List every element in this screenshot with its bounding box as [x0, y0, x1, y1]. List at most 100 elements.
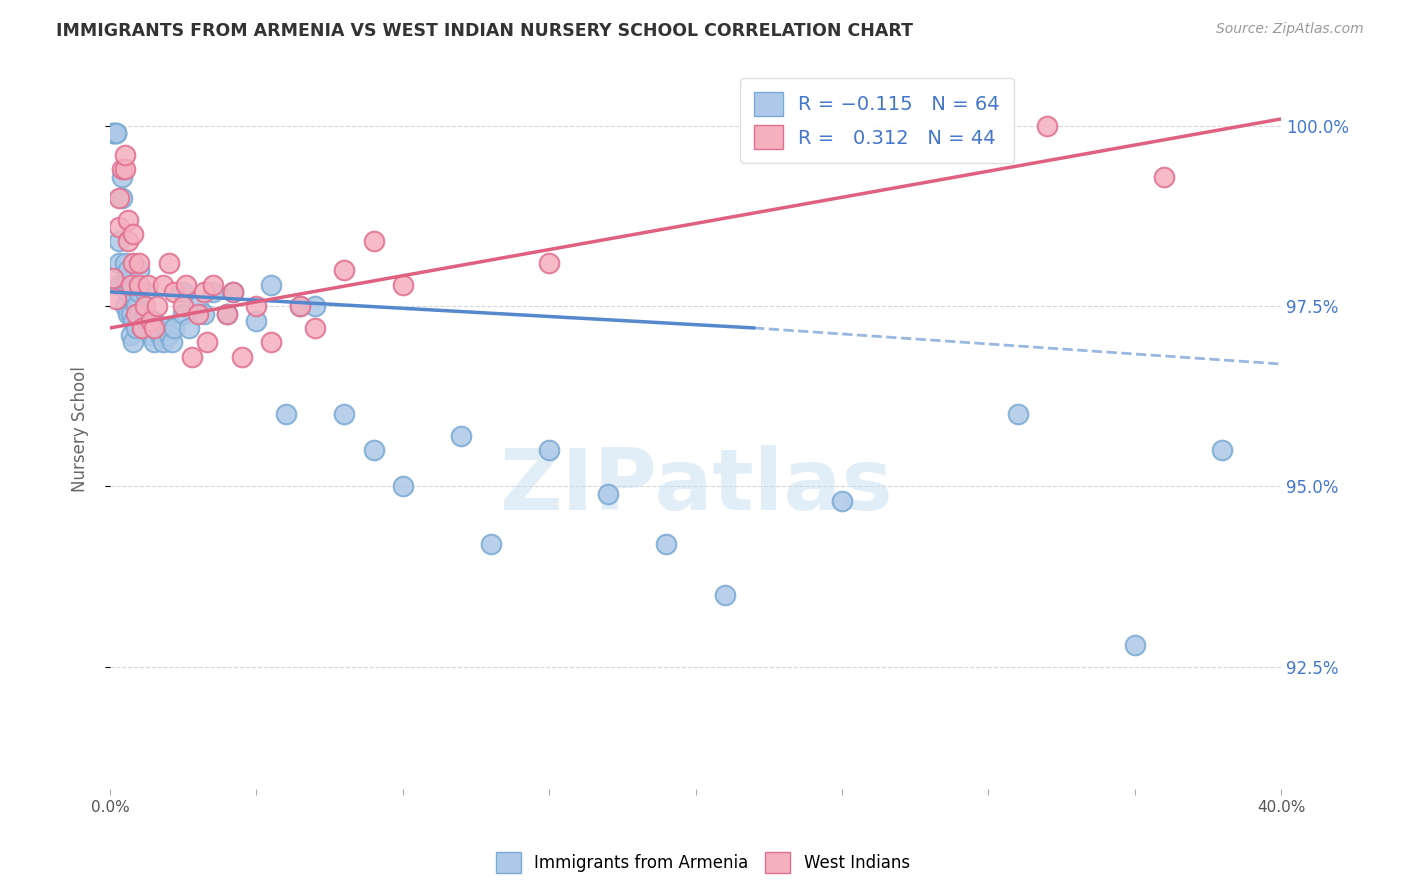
Point — [122, 227, 145, 242]
Point — [163, 321, 186, 335]
Point — [450, 429, 472, 443]
Point — [222, 285, 245, 299]
Point — [143, 314, 166, 328]
Point — [174, 277, 197, 292]
Point — [274, 408, 297, 422]
Point — [146, 299, 169, 313]
Point — [131, 321, 153, 335]
Point — [108, 220, 131, 235]
Point — [139, 328, 162, 343]
Point — [201, 285, 224, 299]
Point — [195, 335, 218, 350]
Point — [222, 285, 245, 299]
Point — [157, 328, 180, 343]
Point — [260, 335, 283, 350]
Point — [155, 321, 177, 335]
Text: ZIPatlas: ZIPatlas — [499, 445, 893, 528]
Point — [117, 212, 139, 227]
Point — [111, 169, 134, 184]
Legend: R = −0.115   N = 64, R =   0.312   N = 44: R = −0.115 N = 64, R = 0.312 N = 44 — [740, 78, 1014, 162]
Point — [136, 314, 159, 328]
Point — [363, 235, 385, 249]
Point — [125, 306, 148, 320]
Point — [143, 321, 166, 335]
Point — [104, 127, 127, 141]
Point — [172, 306, 194, 320]
Point — [193, 306, 215, 320]
Point — [139, 314, 162, 328]
Point — [391, 277, 413, 292]
Point — [217, 306, 239, 320]
Point — [538, 443, 561, 458]
Point — [304, 321, 326, 335]
Point — [114, 256, 136, 270]
Point — [163, 285, 186, 299]
Point — [290, 299, 312, 313]
Point — [104, 127, 127, 141]
Point — [104, 292, 127, 306]
Point — [117, 263, 139, 277]
Point — [201, 277, 224, 292]
Point — [128, 277, 150, 292]
Point — [333, 408, 356, 422]
Point — [122, 256, 145, 270]
Text: IMMIGRANTS FROM ARMENIA VS WEST INDIAN NURSERY SCHOOL CORRELATION CHART: IMMIGRANTS FROM ARMENIA VS WEST INDIAN N… — [56, 22, 914, 40]
Point — [114, 299, 136, 313]
Point — [231, 350, 253, 364]
Point — [160, 335, 183, 350]
Point — [655, 537, 678, 551]
Point — [245, 299, 267, 313]
Point — [114, 162, 136, 177]
Point — [187, 299, 209, 313]
Point — [117, 306, 139, 320]
Point — [1211, 443, 1233, 458]
Point — [108, 256, 131, 270]
Point — [333, 263, 356, 277]
Point — [181, 350, 204, 364]
Point — [290, 299, 312, 313]
Point — [117, 285, 139, 299]
Point — [134, 285, 156, 299]
Point — [143, 335, 166, 350]
Point — [128, 285, 150, 299]
Point — [157, 256, 180, 270]
Point — [1123, 638, 1146, 652]
Point — [128, 256, 150, 270]
Point — [134, 306, 156, 320]
Point — [108, 277, 131, 292]
Point — [128, 263, 150, 277]
Point — [260, 277, 283, 292]
Point — [101, 127, 124, 141]
Point — [108, 235, 131, 249]
Point — [831, 494, 853, 508]
Point — [120, 328, 142, 343]
Point — [187, 306, 209, 320]
Point — [193, 285, 215, 299]
Point — [363, 443, 385, 458]
Point — [101, 270, 124, 285]
Point — [538, 256, 561, 270]
Point — [136, 277, 159, 292]
Y-axis label: Nursery School: Nursery School — [72, 366, 89, 491]
Point — [245, 314, 267, 328]
Point — [122, 314, 145, 328]
Point — [391, 479, 413, 493]
Point — [179, 321, 201, 335]
Point — [117, 235, 139, 249]
Point — [152, 335, 174, 350]
Point — [149, 328, 172, 343]
Point — [128, 306, 150, 320]
Text: Source: ZipAtlas.com: Source: ZipAtlas.com — [1216, 22, 1364, 37]
Point — [120, 277, 142, 292]
Point — [304, 299, 326, 313]
Point — [172, 299, 194, 313]
Point — [114, 277, 136, 292]
Point — [131, 321, 153, 335]
Point — [152, 277, 174, 292]
Point — [120, 306, 142, 320]
Point — [125, 299, 148, 313]
Point — [111, 162, 134, 177]
Point — [1007, 408, 1029, 422]
Point — [1153, 169, 1175, 184]
Point — [1036, 119, 1059, 133]
